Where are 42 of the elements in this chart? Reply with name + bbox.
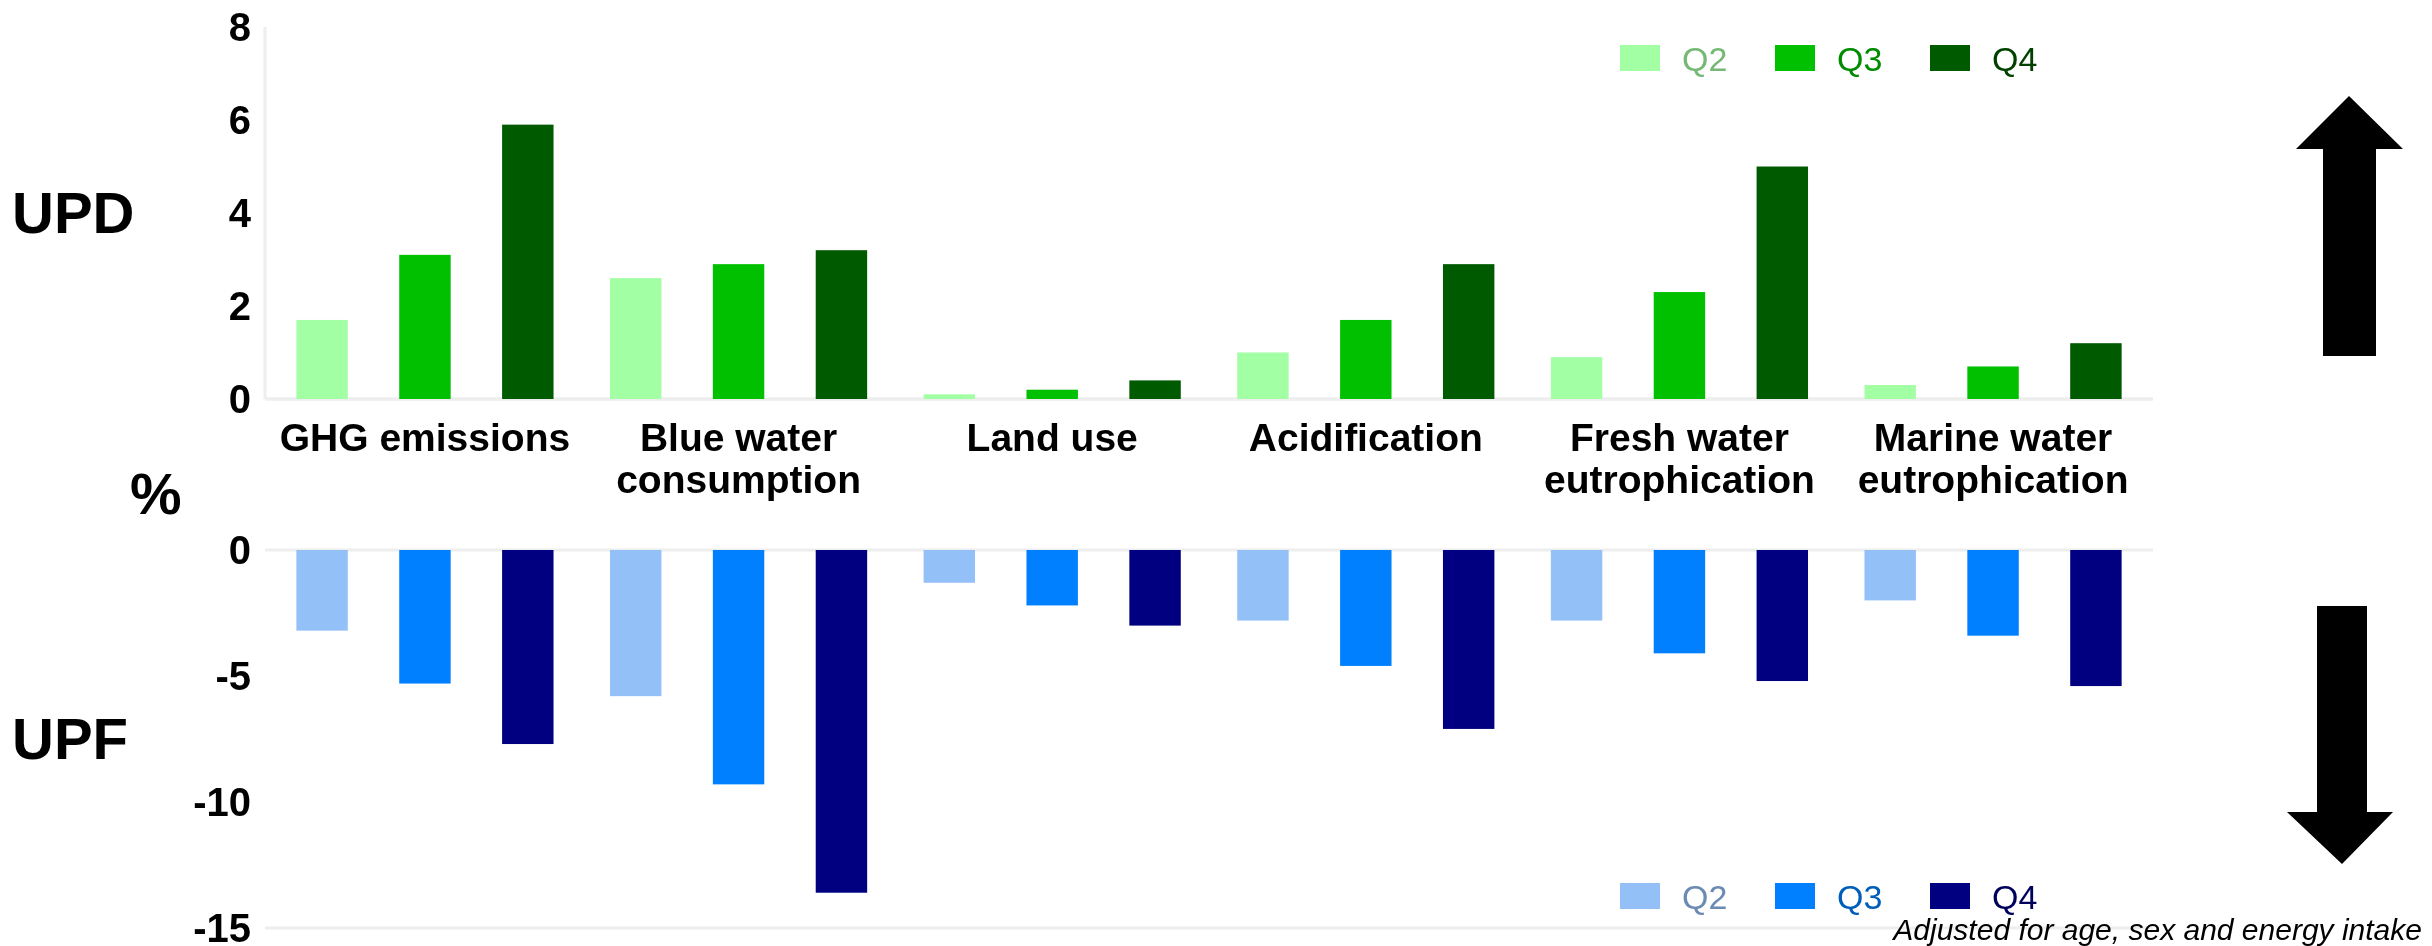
y-tick-label: -15 <box>193 906 251 946</box>
bar <box>712 264 765 399</box>
x-tick-label: Acidification <box>1248 416 1483 459</box>
y-tick-label: 0 <box>228 528 251 573</box>
bar <box>1756 166 1809 399</box>
legend-label: Q3 <box>1837 40 1883 78</box>
x-tick-label: GHG emissions <box>279 416 571 459</box>
y-tick-label: 4 <box>228 191 252 236</box>
bar <box>609 278 662 399</box>
bar <box>815 250 868 399</box>
bar <box>2070 343 2122 399</box>
bar <box>1129 380 1181 399</box>
bar <box>923 394 976 399</box>
bar <box>1442 264 1495 399</box>
bar <box>296 319 348 399</box>
bar <box>502 124 554 399</box>
bar <box>1967 366 2019 399</box>
legend-label: Q2 <box>1682 40 1728 78</box>
x-tick-label: Blue water consumption <box>616 416 861 501</box>
y-tick-label: 8 <box>228 5 251 50</box>
y-tick-label: -10 <box>193 780 251 825</box>
legend-label: Q4 <box>1992 878 2038 916</box>
x-tick-label: Fresh water eutrophication <box>1544 416 1815 501</box>
legend-label: Q4 <box>1992 40 2038 78</box>
y-axis-title: UPD <box>12 180 135 245</box>
bar <box>1550 357 1603 399</box>
bar <box>399 254 451 399</box>
bar <box>1864 385 1916 399</box>
legend-label: Q3 <box>1837 878 1883 916</box>
x-tick-label: Land use <box>966 416 1138 459</box>
y-axis-title: UPF <box>12 706 128 771</box>
y-tick-label: -5 <box>215 654 251 699</box>
y-tick-label: 6 <box>228 98 251 143</box>
bar <box>1026 389 1078 399</box>
bar <box>1237 352 1289 399</box>
text: % <box>130 461 182 526</box>
y-tick-label: 2 <box>228 284 251 329</box>
x-tick-label: Marine water eutrophication <box>1857 416 2129 501</box>
bar <box>1653 292 1706 399</box>
y-tick-label: 0 <box>228 377 251 422</box>
legend-label: Q2 <box>1682 878 1728 916</box>
bar <box>1340 319 1392 399</box>
